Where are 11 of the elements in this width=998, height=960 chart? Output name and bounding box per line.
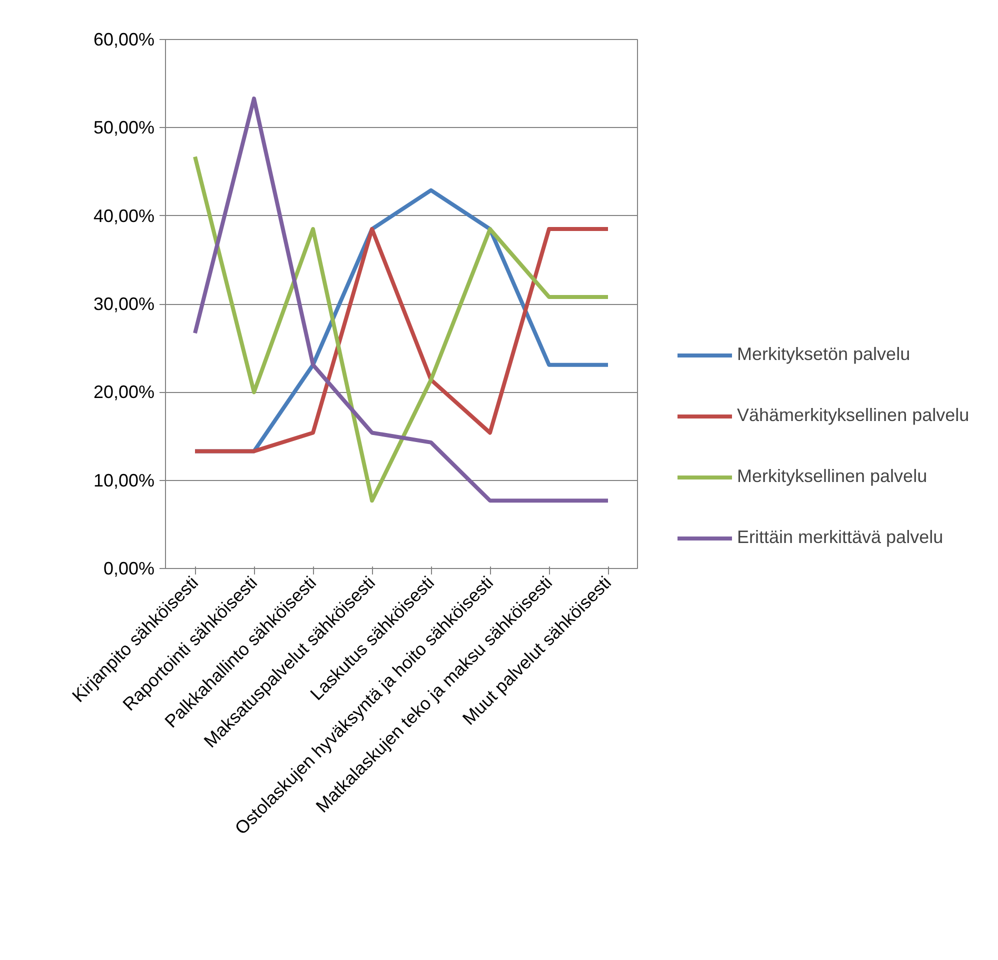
y-tick-label: 0,00% (103, 558, 155, 578)
y-tick-label: 30,00% (93, 294, 155, 314)
y-tick-label: 20,00% (93, 382, 155, 402)
legend-label: Merkityksellinen palvelu (737, 466, 928, 487)
legend-label: Erittäin merkittävä palvelu (737, 527, 944, 548)
y-tick-label: 40,00% (93, 206, 155, 226)
y-tick-label: 50,00% (93, 118, 155, 138)
y-tick-label: 60,00% (93, 30, 155, 50)
legend-label: Vähämerkityksellinen palvelu (737, 405, 970, 426)
y-tick-label: 10,00% (93, 470, 155, 490)
legend-label: Merkityksetön palvelu (737, 344, 910, 365)
